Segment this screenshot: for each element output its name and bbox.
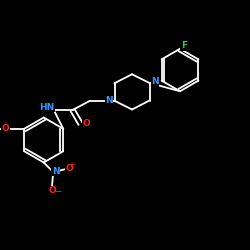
Text: N: N bbox=[151, 78, 159, 86]
Text: O: O bbox=[48, 186, 56, 195]
Text: F: F bbox=[181, 41, 187, 50]
Text: −: − bbox=[54, 186, 62, 195]
Text: N: N bbox=[52, 167, 60, 176]
Text: HN: HN bbox=[40, 103, 55, 112]
Text: O: O bbox=[2, 124, 10, 133]
Text: N: N bbox=[105, 96, 113, 105]
Text: O: O bbox=[66, 164, 74, 173]
Text: O: O bbox=[82, 119, 90, 128]
Text: +: + bbox=[69, 162, 75, 168]
